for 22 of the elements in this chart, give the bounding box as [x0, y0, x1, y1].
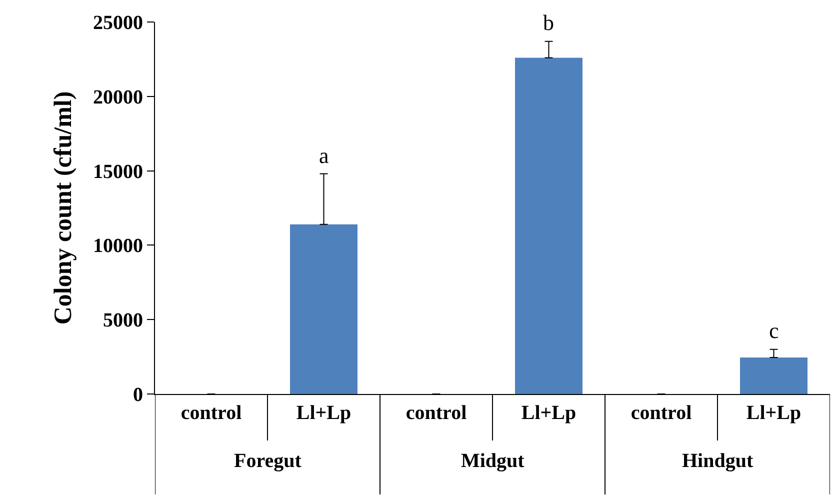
- annotation: a: [319, 143, 329, 168]
- bar: [515, 58, 582, 394]
- x-tick-label: control: [180, 402, 242, 424]
- x-tick-label: control: [630, 402, 692, 424]
- annotation: b: [543, 10, 554, 35]
- text: Hindgut: [682, 450, 754, 472]
- y-tick-label: 5000: [103, 310, 143, 332]
- x-tick-label: Ll+Lp: [746, 402, 802, 424]
- text: Foregut: [234, 450, 302, 472]
- y-tick-label: 20000: [93, 86, 143, 108]
- y-tick-label: 15000: [93, 160, 143, 183]
- y-axis-title: Colony count (cfu/ml): [50, 91, 77, 325]
- bar: [740, 358, 808, 394]
- y-tick-label: 0: [133, 384, 143, 406]
- x-tick-label: Ll+Lp: [521, 402, 576, 424]
- x-tick-label: control: [406, 402, 468, 424]
- text: Midgut: [461, 450, 525, 472]
- x-tick-label: Ll+Lp: [296, 402, 352, 424]
- y-tick-label: 25000: [93, 12, 143, 34]
- bar: [290, 224, 358, 394]
- annotation: c: [769, 318, 779, 343]
- y-tick-label: 10000: [93, 235, 143, 258]
